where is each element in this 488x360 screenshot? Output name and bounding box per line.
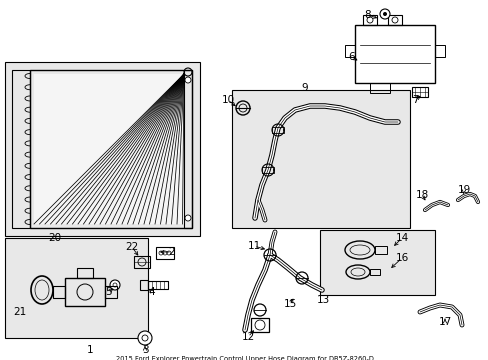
Bar <box>53 286 65 298</box>
Bar <box>134 256 150 268</box>
Text: 11: 11 <box>247 241 260 251</box>
Text: 6: 6 <box>348 52 355 62</box>
Bar <box>369 83 389 93</box>
Bar <box>319 230 434 295</box>
Text: 2015 Ford Explorer Powertrain Control Upper Hose Diagram for DB5Z-8260-D: 2015 Ford Explorer Powertrain Control Up… <box>115 356 373 360</box>
Text: 20: 20 <box>48 233 61 243</box>
Bar <box>30 70 192 228</box>
Bar <box>271 127 284 133</box>
Text: 3: 3 <box>142 345 148 355</box>
Bar <box>140 280 148 290</box>
Bar <box>354 25 434 83</box>
Bar <box>65 278 105 306</box>
Text: 17: 17 <box>437 317 451 327</box>
Bar <box>12 70 30 228</box>
Bar <box>374 246 386 254</box>
Text: 22: 22 <box>125 242 138 252</box>
Bar <box>262 167 273 173</box>
Bar <box>156 247 174 259</box>
Bar <box>77 268 93 278</box>
Text: 19: 19 <box>456 185 469 195</box>
Text: 15: 15 <box>283 299 296 309</box>
Bar <box>105 286 117 298</box>
Text: 12: 12 <box>241 332 254 342</box>
Text: 1: 1 <box>86 345 93 355</box>
Bar <box>411 87 427 97</box>
Circle shape <box>379 9 389 19</box>
Text: 14: 14 <box>395 233 408 243</box>
Text: 2: 2 <box>168 247 175 257</box>
Text: 16: 16 <box>395 253 408 263</box>
Circle shape <box>138 331 152 345</box>
Text: 9: 9 <box>301 83 307 93</box>
Text: 18: 18 <box>414 190 428 200</box>
Bar <box>362 15 376 25</box>
Text: 5: 5 <box>104 287 111 297</box>
Bar <box>148 281 168 289</box>
Circle shape <box>184 215 191 221</box>
Circle shape <box>184 77 191 83</box>
Bar <box>250 318 268 332</box>
Bar <box>5 238 148 338</box>
Text: 21: 21 <box>13 307 26 317</box>
Bar <box>183 70 192 228</box>
Circle shape <box>382 12 386 16</box>
Text: 13: 13 <box>316 295 329 305</box>
Bar <box>231 90 409 228</box>
Bar <box>345 45 354 57</box>
Bar <box>369 269 379 275</box>
Text: 10: 10 <box>221 95 234 105</box>
Bar <box>5 62 200 236</box>
Bar <box>34 74 183 224</box>
Text: 8: 8 <box>364 10 370 20</box>
Bar <box>434 45 444 57</box>
Text: 4: 4 <box>148 287 155 297</box>
Bar <box>387 15 401 25</box>
Circle shape <box>110 280 120 290</box>
Text: 7: 7 <box>411 95 417 105</box>
